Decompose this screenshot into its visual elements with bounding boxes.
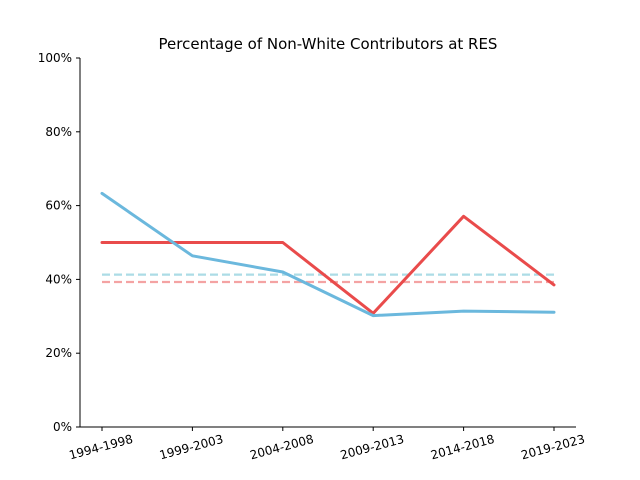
- y-tick-label: 20%: [45, 346, 72, 360]
- series-line-2: [100, 191, 556, 318]
- x-axis: 1994-1998 1999-2003 2004-2008 2009-2013 2014…: [68, 426, 587, 462]
- x-tick-label: 2009-2013: [339, 432, 406, 462]
- series-lines: [100, 191, 556, 318]
- y-tick-label: 60%: [45, 199, 72, 213]
- x-tick-label: 1994-1998: [68, 432, 135, 462]
- y-tick-label: 80%: [45, 125, 72, 139]
- chart-title: Percentage of Non-White Contributors at …: [159, 35, 498, 53]
- series-line-1: [100, 214, 556, 315]
- y-tick-label: 100%: [38, 51, 72, 65]
- reference-lines: [102, 273, 554, 284]
- y-tick-label: 40%: [45, 272, 72, 286]
- x-tick-label: 2004-2008: [248, 432, 315, 462]
- y-axis: 0% 20% 40% 60% 80% 100%: [38, 51, 81, 434]
- y-tick-label: 0%: [53, 420, 72, 434]
- x-tick-label: 2019-2023: [520, 432, 587, 462]
- x-tick-label: 1999-2003: [158, 432, 225, 462]
- x-tick-label: 2014-2018: [429, 432, 496, 462]
